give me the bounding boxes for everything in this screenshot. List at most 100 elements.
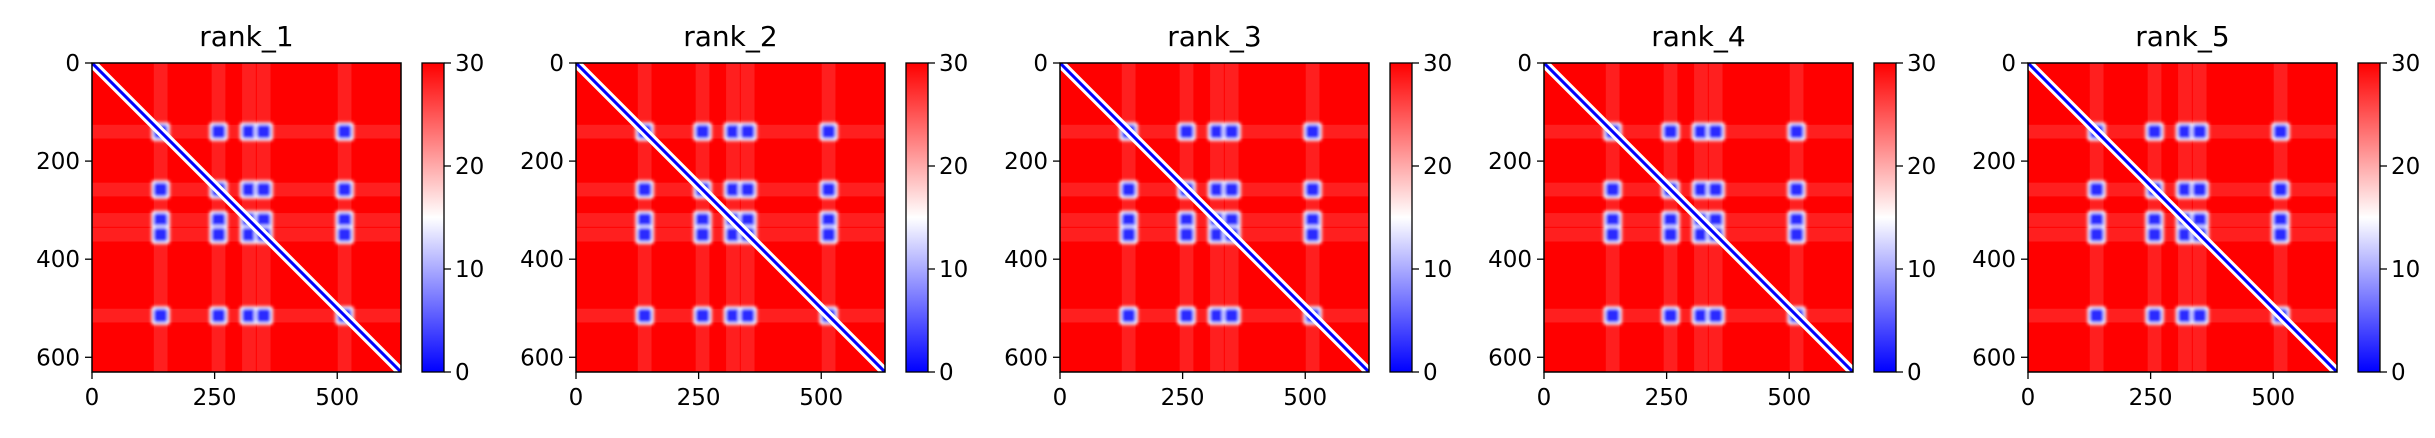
contact-block	[153, 227, 168, 242]
contact-block	[1605, 227, 1620, 242]
contact-block	[2192, 213, 2207, 227]
x-tick-label: 500	[2251, 385, 2295, 411]
y-tick-label: 200	[1004, 149, 1048, 175]
panel-title: rank_1	[199, 20, 293, 53]
colorbar-tick-label: 30	[455, 51, 484, 77]
contact-block	[1121, 182, 1136, 197]
colorbar-tick-label: 30	[1907, 51, 1936, 77]
contact-block	[1605, 213, 1620, 227]
contact-block	[726, 182, 740, 197]
colorbar-tick-label: 20	[2391, 154, 2420, 180]
plot-frame	[1059, 62, 1370, 373]
colorbar	[2357, 62, 2381, 373]
x-tick-label: 0	[1537, 385, 1552, 411]
contact-block	[1179, 213, 1194, 227]
x-tick-label: 0	[569, 385, 584, 411]
contact-block	[740, 124, 755, 139]
contact-block	[821, 227, 836, 242]
panel-title: rank_3	[1167, 20, 1261, 53]
contact-block	[211, 308, 226, 323]
x-tick-label: 0	[2021, 385, 2036, 411]
contact-block	[337, 213, 352, 227]
y-tick-label: 0	[2001, 51, 2016, 77]
colorbar-tick-label: 30	[1423, 51, 1452, 77]
contact-block	[2192, 308, 2207, 323]
contact-block	[256, 213, 271, 227]
contact-block	[637, 308, 652, 323]
y-tick-label: 600	[520, 345, 564, 371]
x-tick-label: 0	[85, 385, 100, 411]
contact-block	[2273, 213, 2288, 227]
contact-block	[2147, 227, 2162, 242]
contact-block	[2147, 213, 2162, 227]
contact-block	[821, 124, 836, 139]
contact-block	[1663, 308, 1678, 323]
contact-block	[2178, 124, 2192, 139]
contact-block	[1224, 124, 1239, 139]
y-tick-label: 0	[65, 51, 80, 77]
x-tick-label: 0	[1053, 385, 1068, 411]
contact-block	[1305, 227, 1320, 242]
contact-block	[211, 227, 226, 242]
contact-block	[1224, 308, 1239, 323]
x-tick-label: 500	[315, 385, 359, 411]
heatmap-image	[1544, 63, 1853, 372]
contact-block	[211, 213, 226, 227]
contact-block	[2273, 124, 2288, 139]
x-tick-label: 500	[1283, 385, 1327, 411]
y-tick-label: 400	[520, 247, 564, 273]
colorbar-tick-label: 10	[1423, 257, 1452, 283]
heatmap-image	[2028, 63, 2337, 372]
y-tick-label: 600	[1004, 345, 1048, 371]
contact-block	[726, 124, 740, 139]
contact-block	[1708, 213, 1723, 227]
diagonal-line	[92, 63, 401, 372]
contact-block	[337, 182, 352, 197]
colorbar-tick-label: 10	[455, 257, 484, 283]
contact-block	[1694, 124, 1708, 139]
heatmap-image	[1060, 63, 1369, 372]
plot-frame	[2027, 62, 2338, 373]
contact-block	[695, 124, 710, 139]
contact-block	[2089, 182, 2104, 197]
contact-block	[242, 182, 256, 197]
contact-block	[2178, 227, 2192, 242]
contact-block	[256, 182, 271, 197]
colorbar-tick-label: 0	[1907, 360, 1922, 386]
contact-block	[2089, 213, 2104, 227]
panel-title: rank_2	[683, 20, 777, 53]
contact-block	[637, 227, 652, 242]
y-tick-label: 400	[1972, 247, 2016, 273]
colorbar	[421, 62, 445, 373]
contact-block	[2178, 182, 2192, 197]
contact-block	[740, 182, 755, 197]
diagonal-line	[576, 63, 885, 372]
contact-block	[1605, 182, 1620, 197]
colorbar	[1389, 62, 1413, 373]
y-tick-label: 200	[36, 149, 80, 175]
contact-block	[1789, 182, 1804, 197]
colorbar	[1873, 62, 1897, 373]
contact-block	[1121, 308, 1136, 323]
x-tick-label: 250	[2129, 385, 2173, 411]
x-tick-label: 500	[799, 385, 843, 411]
contact-block	[1305, 182, 1320, 197]
contact-block	[1224, 182, 1239, 197]
x-tick-label: 250	[677, 385, 721, 411]
contact-block	[821, 182, 836, 197]
contact-block	[2089, 308, 2104, 323]
y-tick-label: 600	[1488, 345, 1532, 371]
contact-block	[1210, 308, 1224, 323]
contact-block	[153, 308, 168, 323]
y-tick-label: 0	[1517, 51, 1532, 77]
colorbar-tick-label: 10	[939, 257, 968, 283]
panel-title: rank_4	[1651, 20, 1745, 53]
diagonal-line	[1544, 63, 1853, 372]
colorbar-tick-label: 20	[1423, 154, 1452, 180]
contact-block	[695, 308, 710, 323]
contact-block	[2192, 124, 2207, 139]
plot-frame	[575, 62, 886, 373]
contact-block	[1708, 182, 1723, 197]
